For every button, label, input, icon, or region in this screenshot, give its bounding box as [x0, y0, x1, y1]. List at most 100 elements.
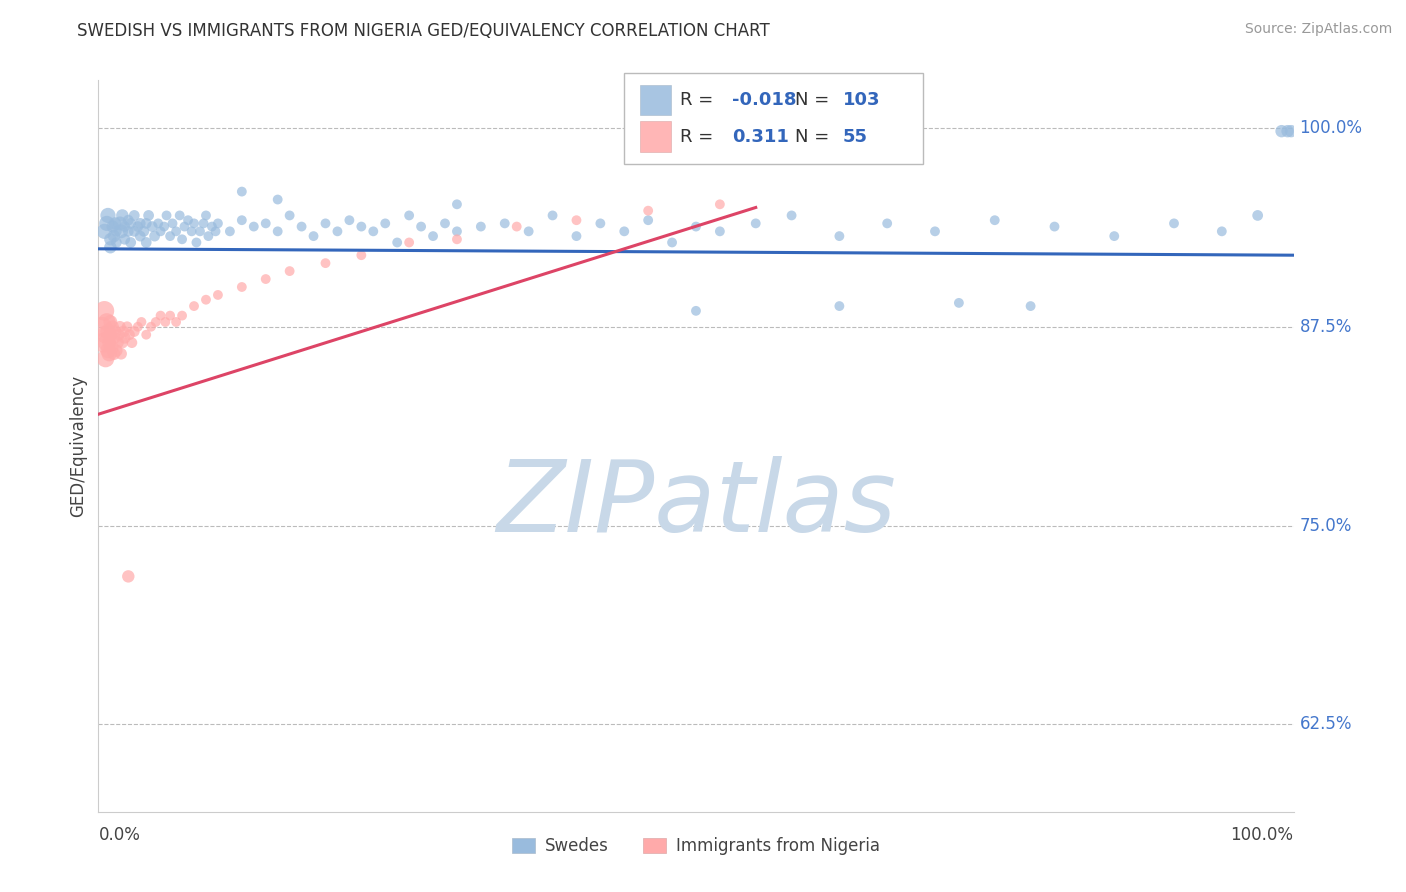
- Point: [169, 209, 191, 223]
- Point: [517, 224, 540, 238]
- Point: [135, 327, 157, 342]
- Point: [183, 299, 205, 313]
- Point: [278, 209, 301, 223]
- Point: [422, 229, 444, 244]
- Point: [661, 235, 683, 250]
- Point: [637, 203, 659, 218]
- Point: [470, 219, 492, 234]
- Point: [111, 209, 134, 223]
- Point: [124, 224, 146, 238]
- Point: [1211, 224, 1233, 238]
- Text: 100.0%: 100.0%: [1230, 826, 1294, 845]
- Point: [326, 224, 349, 238]
- Point: [924, 224, 946, 238]
- Point: [96, 335, 118, 350]
- Point: [231, 213, 253, 227]
- Point: [121, 335, 143, 350]
- Point: [118, 327, 141, 342]
- Point: [111, 335, 134, 350]
- Point: [114, 331, 136, 345]
- Point: [104, 325, 127, 339]
- Point: [107, 327, 129, 342]
- Point: [120, 235, 142, 250]
- Point: [98, 315, 122, 329]
- Point: [105, 235, 128, 250]
- Point: [350, 248, 373, 262]
- Point: [565, 229, 588, 244]
- Point: [231, 280, 253, 294]
- Point: [363, 224, 385, 238]
- Point: [637, 213, 659, 227]
- Point: [350, 219, 373, 234]
- FancyBboxPatch shape: [640, 121, 671, 152]
- Text: 0.0%: 0.0%: [98, 826, 141, 845]
- Point: [177, 213, 200, 227]
- Point: [117, 224, 139, 238]
- Point: [183, 216, 205, 230]
- Text: ZIPatlas: ZIPatlas: [496, 456, 896, 553]
- Point: [188, 224, 211, 238]
- Point: [494, 216, 516, 230]
- Point: [141, 219, 163, 234]
- Point: [117, 213, 139, 227]
- Point: [101, 319, 124, 334]
- Point: [1271, 124, 1294, 138]
- Point: [291, 219, 314, 234]
- Point: [204, 224, 226, 238]
- Point: [108, 319, 131, 334]
- Point: [1104, 229, 1126, 244]
- Point: [97, 325, 120, 339]
- Point: [97, 343, 120, 358]
- Point: [828, 299, 851, 313]
- Point: [103, 331, 125, 345]
- Text: SWEDISH VS IMMIGRANTS FROM NIGERIA GED/EQUIVALENCY CORRELATION CHART: SWEDISH VS IMMIGRANTS FROM NIGERIA GED/E…: [77, 22, 770, 40]
- Point: [91, 335, 114, 350]
- Point: [195, 209, 218, 223]
- Point: [1019, 299, 1042, 313]
- Point: [105, 343, 128, 358]
- Point: [100, 340, 122, 354]
- Point: [159, 309, 181, 323]
- Point: [243, 219, 266, 234]
- Point: [1043, 219, 1066, 234]
- Point: [96, 216, 118, 230]
- Point: [385, 235, 409, 250]
- Point: [98, 327, 122, 342]
- Text: 55: 55: [844, 128, 868, 145]
- Point: [149, 224, 172, 238]
- Point: [131, 315, 153, 329]
- Point: [93, 224, 115, 238]
- Text: 87.5%: 87.5%: [1299, 318, 1353, 335]
- Point: [145, 315, 167, 329]
- Point: [97, 209, 120, 223]
- Point: [127, 219, 149, 234]
- Point: [1277, 124, 1299, 138]
- Point: [117, 569, 139, 583]
- Text: 75.0%: 75.0%: [1299, 516, 1353, 534]
- Point: [278, 264, 301, 278]
- Point: [124, 325, 146, 339]
- Point: [339, 213, 361, 227]
- Point: [135, 216, 157, 230]
- Point: [315, 216, 337, 230]
- Point: [254, 216, 277, 230]
- Text: -0.018: -0.018: [733, 91, 796, 109]
- Point: [876, 216, 898, 230]
- Point: [110, 224, 132, 238]
- Point: [173, 219, 195, 234]
- Point: [685, 219, 707, 234]
- Point: [101, 219, 124, 234]
- Point: [709, 197, 731, 211]
- Point: [207, 216, 229, 230]
- Point: [267, 193, 290, 207]
- Text: 62.5%: 62.5%: [1299, 715, 1353, 733]
- Point: [114, 232, 136, 246]
- Point: [139, 319, 162, 334]
- Point: [120, 216, 142, 230]
- Point: [143, 229, 166, 244]
- Point: [115, 319, 138, 334]
- Point: [1247, 209, 1270, 223]
- Point: [127, 319, 149, 334]
- Point: [434, 216, 457, 230]
- Point: [302, 229, 325, 244]
